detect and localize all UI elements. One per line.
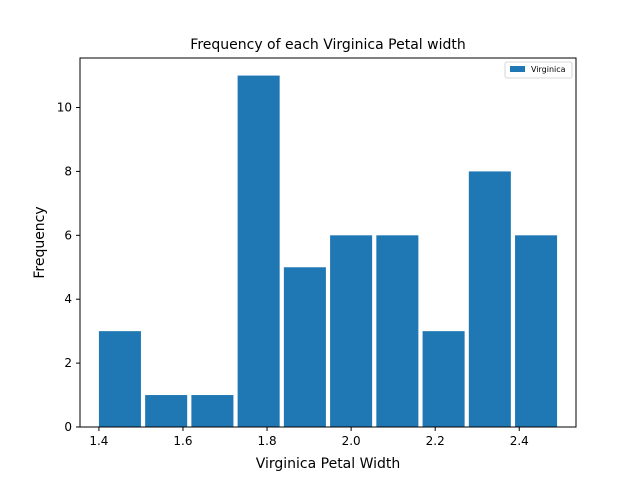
- legend-swatch: [510, 66, 525, 72]
- bar-4: [237, 75, 280, 428]
- x-tick-label: 2.4: [510, 434, 529, 448]
- y-axis-ticks: 0 2 4 6 8 10: [57, 101, 80, 434]
- y-tick-label: 6: [64, 228, 72, 242]
- x-axis-ticks: 1.4 1.6 1.8 2.0 2.2 2.4: [89, 427, 529, 448]
- y-tick-label: 10: [57, 101, 72, 115]
- chart-title: Frequency of each Virginica Petal width: [190, 37, 465, 53]
- y-tick-label: 4: [64, 292, 72, 306]
- x-tick-label: 1.4: [89, 434, 108, 448]
- y-tick-label: 0: [64, 420, 72, 434]
- bar-6: [330, 235, 373, 427]
- plot-frame: [79, 57, 577, 428]
- bar-3: [191, 395, 234, 427]
- bar-10: [515, 235, 558, 427]
- bar-2: [145, 395, 188, 427]
- legend: Virginica: [504, 61, 573, 79]
- bar-8: [422, 331, 465, 427]
- bar-1: [98, 331, 141, 427]
- legend-label: Virginica: [531, 65, 566, 74]
- y-tick-label: 2: [64, 356, 72, 370]
- bars-group: [98, 75, 558, 428]
- bar-9: [468, 171, 511, 427]
- x-tick-label: 2.0: [342, 434, 361, 448]
- x-axis-label: Virginica Petal Width: [256, 456, 401, 472]
- y-axis-label: Frequency: [32, 206, 48, 278]
- bar-7: [376, 235, 419, 427]
- x-tick-label: 2.2: [426, 434, 445, 448]
- bar-5: [283, 267, 326, 427]
- y-tick-label: 8: [64, 164, 72, 178]
- x-tick-label: 1.6: [173, 434, 192, 448]
- x-tick-label: 1.8: [258, 434, 277, 448]
